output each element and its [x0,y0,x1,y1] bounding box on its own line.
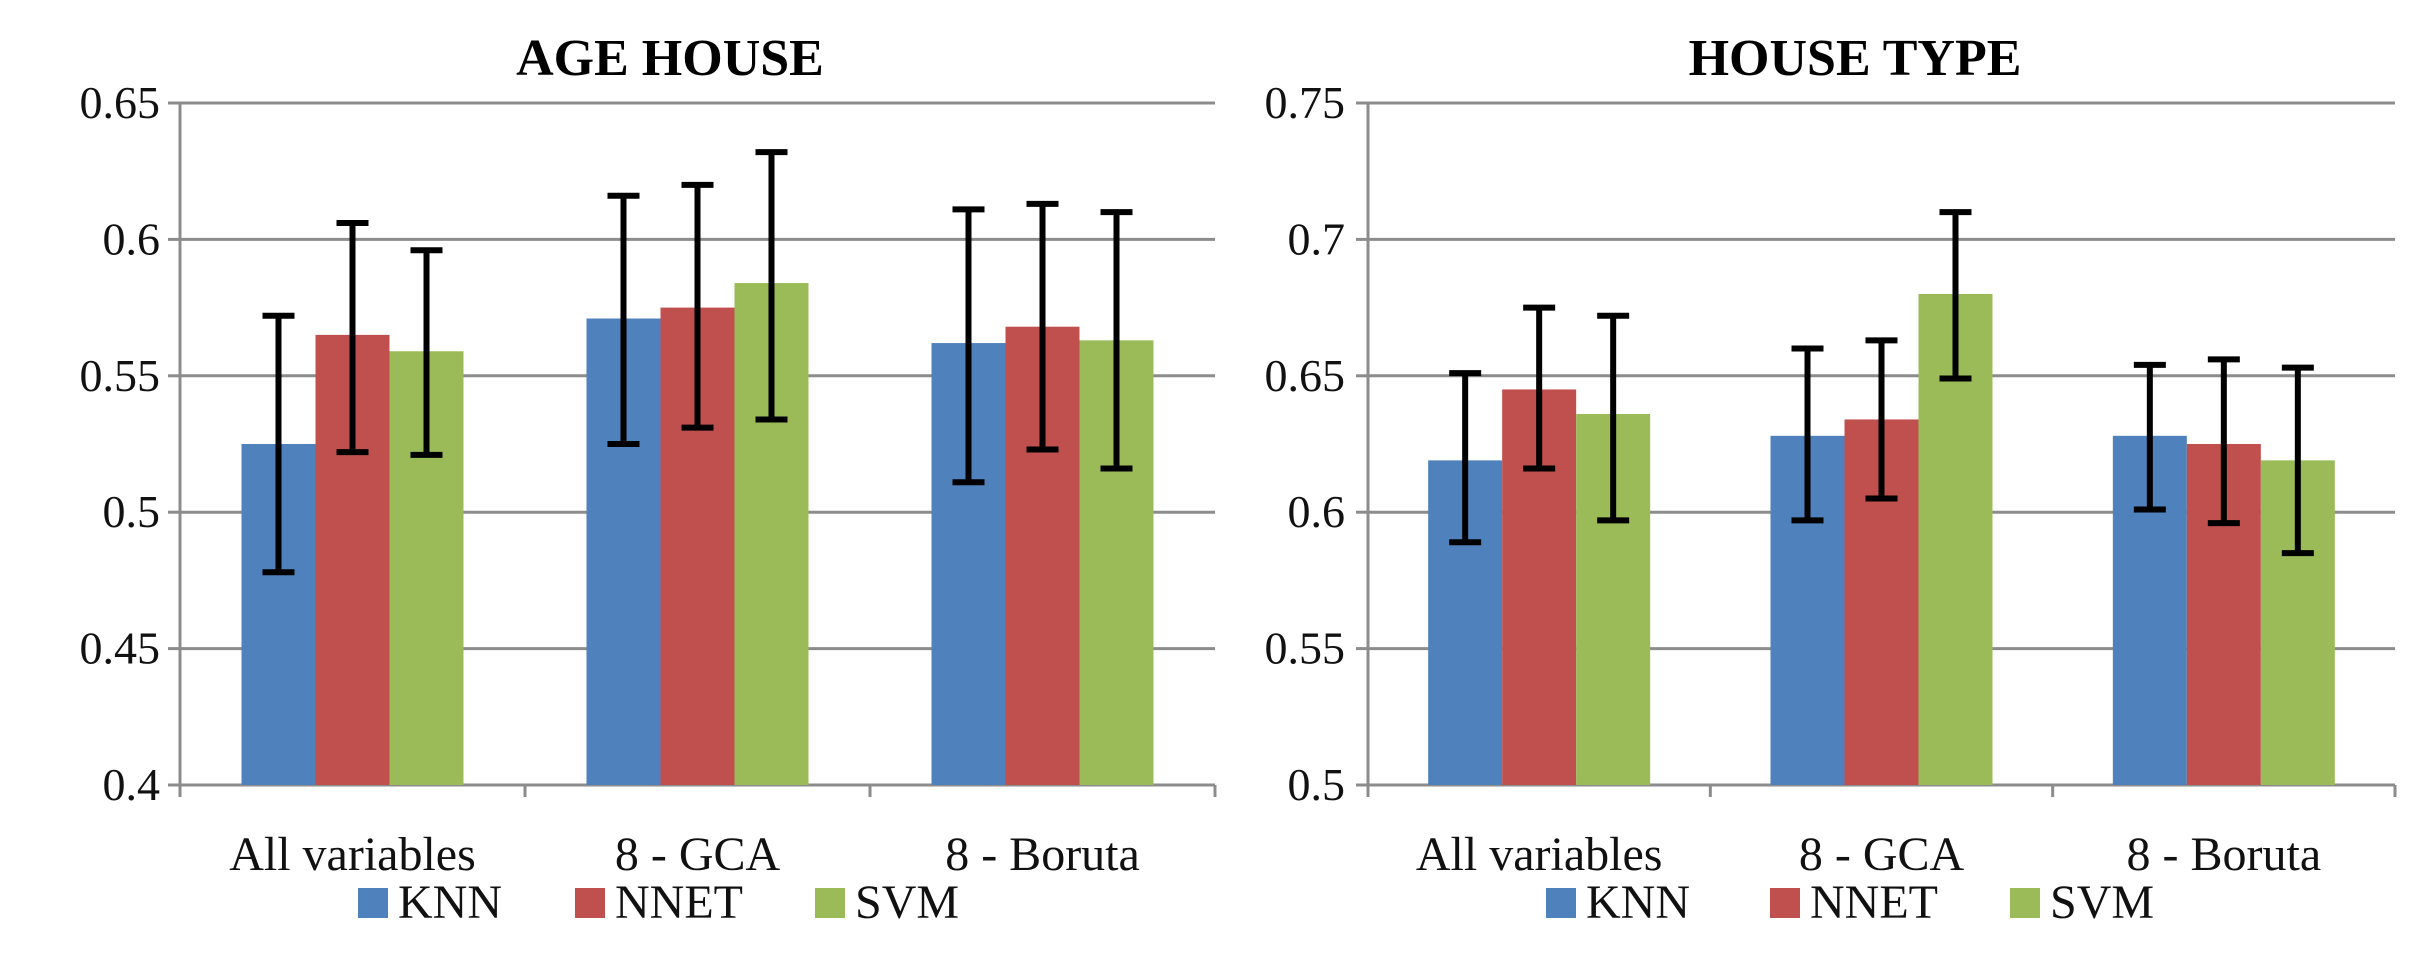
legend-swatch-nnet [575,888,605,918]
y-tick-label: 0.5 [103,486,161,537]
y-tick-label: 0.5 [1288,759,1346,810]
x-category-label: 8 - Boruta [2127,828,2322,881]
y-tick-label: 0.65 [80,77,161,128]
chart-house-type: HOUSE TYPE 0.5 0.55 0.6 0.65 0.7 0.75 All var… [1265,30,2397,929]
y-tick-label: 0.55 [80,350,161,401]
chart-title: HOUSE TYPE [1689,30,2022,87]
y-tick-label: 0.55 [1265,623,1346,674]
legend-label-nnet: NNET [615,876,743,929]
y-tick-label: 0.45 [80,623,161,674]
y-tick-label: 0.4 [103,759,161,810]
legend-label-svm: SVM [855,876,959,929]
y-tick-label: 0.7 [1288,213,1346,264]
chart-title: AGE HOUSE [516,30,824,87]
chart-age-house: AGE HOUSE 0.4 0.45 0.5 0.55 0.6 0.65 All vari… [80,30,1217,929]
x-category-label: 8 - GCA [1799,828,1965,881]
y-tick-label: 0.75 [1265,77,1346,128]
legend-swatch-svm [2010,888,2040,918]
legend-label-knn: KNN [1586,876,1690,929]
x-category-label: 8 - GCA [615,828,781,881]
legend-swatch-nnet [1770,888,1800,918]
legend-swatch-knn [358,888,388,918]
x-category-label: 8 - Boruta [945,828,1140,881]
legend-swatch-svm [815,888,845,918]
x-category-label: All variables [1416,828,1663,881]
legend-label-svm: SVM [2050,876,2154,929]
legend-label-knn: KNN [398,876,502,929]
x-category-label: All variables [229,828,476,881]
y-tick-label: 0.6 [103,213,161,264]
y-tick-label: 0.6 [1288,486,1346,537]
legend-swatch-knn [1546,888,1576,918]
legend-label-nnet: NNET [1810,876,1938,929]
y-tick-label: 0.65 [1265,350,1346,401]
